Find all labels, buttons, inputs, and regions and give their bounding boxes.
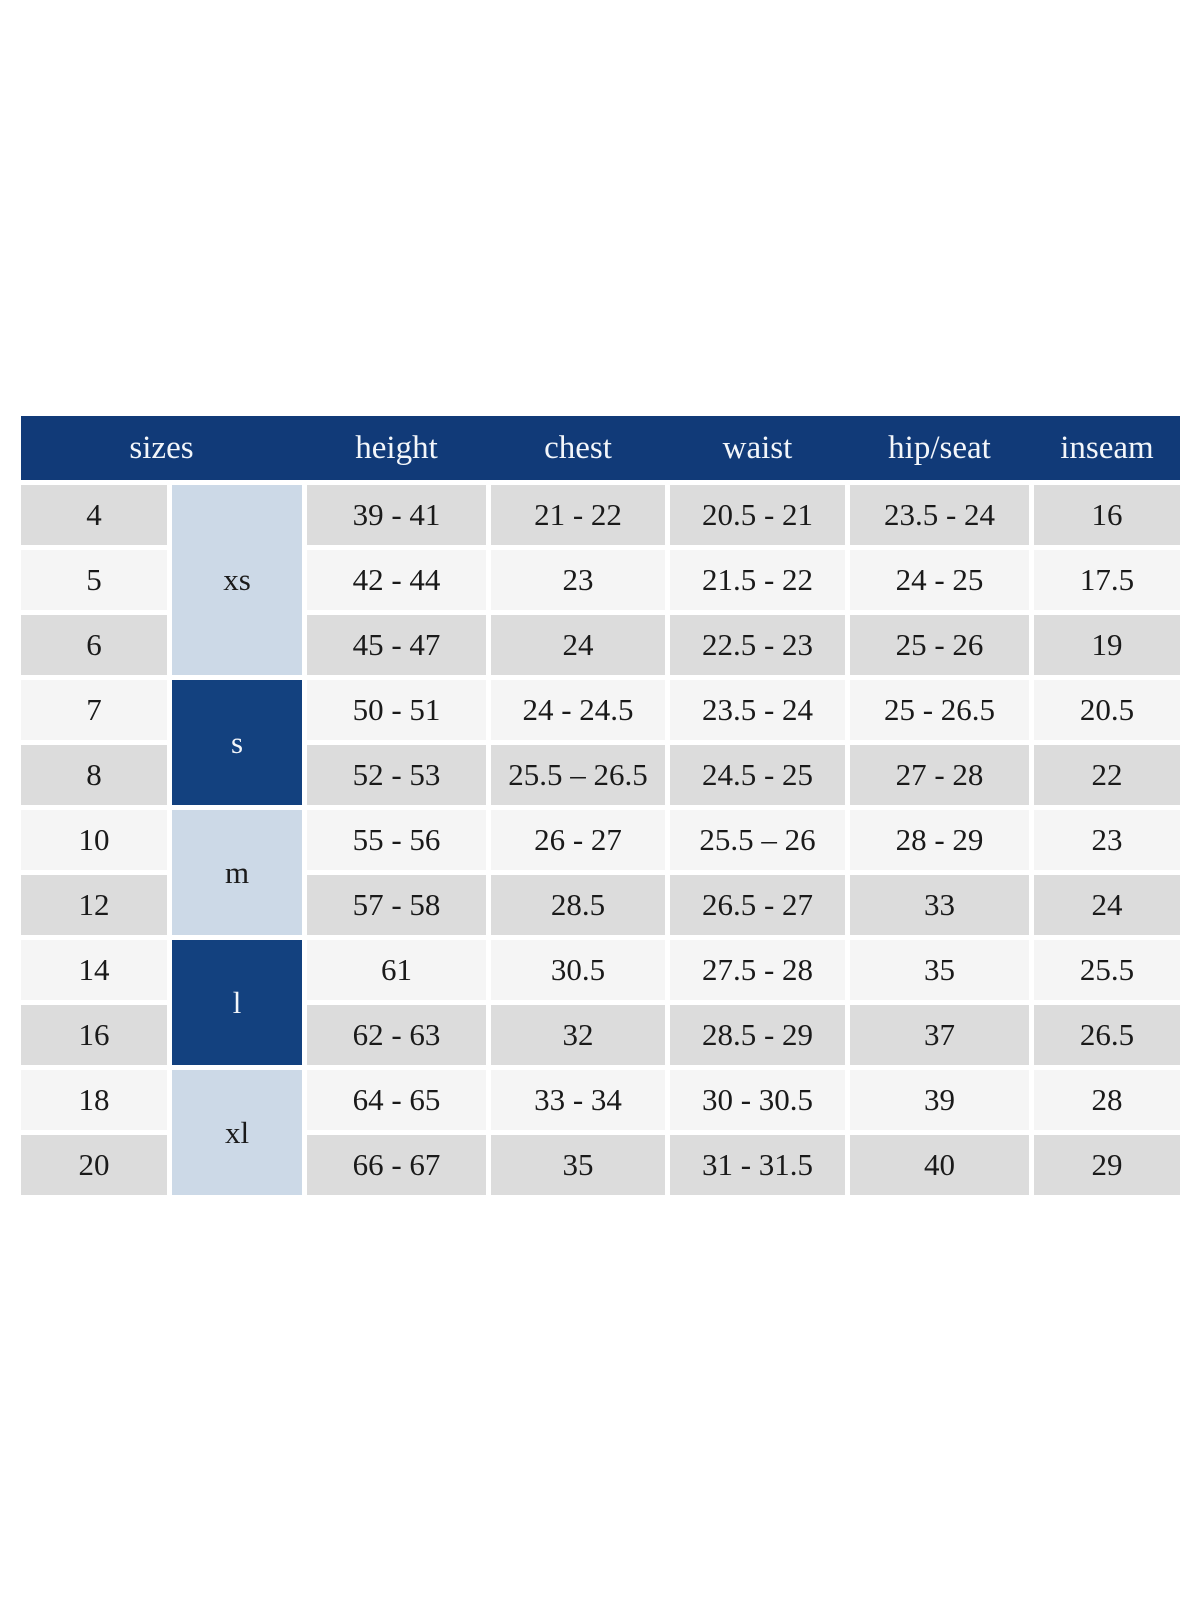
size-row-10: 10 m 55 - 56 26 - 27 25.5 – 26 28 - 29 2… bbox=[21, 810, 1180, 935]
column-header-height: height bbox=[307, 416, 486, 480]
inseam-cell: 28 bbox=[1034, 1070, 1180, 1130]
inseam-cell: 25.5 bbox=[1034, 940, 1180, 1000]
size-cell: 20 bbox=[21, 1135, 167, 1195]
size-cell: 18 bbox=[21, 1070, 167, 1130]
waist-cell: 28.5 - 29 bbox=[670, 1005, 845, 1065]
hip-seat-cell: 35 bbox=[850, 940, 1029, 1000]
size-group-cell-xl: xl bbox=[172, 1070, 302, 1195]
size-group-cell-l: l bbox=[172, 940, 302, 1065]
inseam-cell: 22 bbox=[1034, 745, 1180, 805]
hip-seat-cell: 23.5 - 24 bbox=[850, 485, 1029, 545]
chest-cell: 21 - 22 bbox=[491, 485, 665, 545]
size-row-20: 20 66 - 67 35 31 - 31.5 40 29 bbox=[21, 1135, 1180, 1195]
waist-cell: 20.5 - 21 bbox=[670, 485, 845, 545]
size-row-5: 5 42 - 44 23 21.5 - 22 24 - 25 17.5 bbox=[21, 550, 1180, 610]
size-row-18: 18 xl 64 - 65 33 - 34 30 - 30.5 39 28 bbox=[21, 1070, 1180, 1195]
column-header-hip-seat: hip/seat bbox=[850, 416, 1029, 480]
inseam-cell: 29 bbox=[1034, 1135, 1180, 1195]
waist-cell: 23.5 - 24 bbox=[670, 680, 845, 740]
inseam-cell: 19 bbox=[1034, 615, 1180, 675]
size-row-7: 7 s 50 - 51 24 - 24.5 23.5 - 24 25 - 26.… bbox=[21, 680, 1180, 805]
size-cell: 10 bbox=[21, 810, 167, 870]
inseam-cell: 23 bbox=[1034, 810, 1180, 870]
inseam-cell: 17.5 bbox=[1034, 550, 1180, 610]
hip-seat-cell: 24 - 25 bbox=[850, 550, 1029, 610]
chest-cell: 35 bbox=[491, 1135, 665, 1195]
size-cell: 5 bbox=[21, 550, 167, 610]
size-row-8: 8 52 - 53 25.5 – 26.5 24.5 - 25 27 - 28 … bbox=[21, 745, 1180, 805]
waist-cell: 25.5 – 26 bbox=[670, 810, 845, 870]
size-chart-table: sizes height chest waist hip/seat inseam… bbox=[16, 411, 1185, 1200]
size-row-16: 16 62 - 63 32 28.5 - 29 37 26.5 bbox=[21, 1005, 1180, 1065]
inseam-cell: 26.5 bbox=[1034, 1005, 1180, 1065]
height-cell: 66 - 67 bbox=[307, 1135, 486, 1195]
waist-cell: 31 - 31.5 bbox=[670, 1135, 845, 1195]
height-cell: 61 bbox=[307, 940, 486, 1000]
header-row: sizes height chest waist hip/seat inseam bbox=[21, 416, 1180, 480]
size-cell: 6 bbox=[21, 615, 167, 675]
chest-cell: 24 bbox=[491, 615, 665, 675]
size-group-cell-m: m bbox=[172, 810, 302, 935]
chest-cell: 23 bbox=[491, 550, 665, 610]
waist-cell: 27.5 - 28 bbox=[670, 940, 845, 1000]
chest-cell: 32 bbox=[491, 1005, 665, 1065]
hip-seat-cell: 27 - 28 bbox=[850, 745, 1029, 805]
waist-cell: 24.5 - 25 bbox=[670, 745, 845, 805]
hip-seat-cell: 40 bbox=[850, 1135, 1029, 1195]
inseam-cell: 24 bbox=[1034, 875, 1180, 935]
waist-cell: 30 - 30.5 bbox=[670, 1070, 845, 1130]
height-cell: 55 - 56 bbox=[307, 810, 486, 870]
size-cell: 8 bbox=[21, 745, 167, 805]
chest-cell: 26 - 27 bbox=[491, 810, 665, 870]
waist-cell: 26.5 - 27 bbox=[670, 875, 845, 935]
chest-cell: 28.5 bbox=[491, 875, 665, 935]
size-row-12: 12 57 - 58 28.5 26.5 - 27 33 24 bbox=[21, 875, 1180, 935]
height-cell: 50 - 51 bbox=[307, 680, 486, 740]
column-header-sizes: sizes bbox=[21, 416, 302, 480]
size-cell: 12 bbox=[21, 875, 167, 935]
inseam-cell: 16 bbox=[1034, 485, 1180, 545]
height-cell: 42 - 44 bbox=[307, 550, 486, 610]
inseam-cell: 20.5 bbox=[1034, 680, 1180, 740]
size-group-cell-xs: xs bbox=[172, 485, 302, 675]
chest-cell: 33 - 34 bbox=[491, 1070, 665, 1130]
size-cell: 7 bbox=[21, 680, 167, 740]
height-cell: 64 - 65 bbox=[307, 1070, 486, 1130]
size-cell: 4 bbox=[21, 485, 167, 545]
hip-seat-cell: 33 bbox=[850, 875, 1029, 935]
hip-seat-cell: 28 - 29 bbox=[850, 810, 1029, 870]
size-row-6: 6 45 - 47 24 22.5 - 23 25 - 26 19 bbox=[21, 615, 1180, 675]
column-header-chest: chest bbox=[491, 416, 665, 480]
size-row-14: 14 l 61 30.5 27.5 - 28 35 25.5 bbox=[21, 940, 1180, 1065]
waist-cell: 22.5 - 23 bbox=[670, 615, 845, 675]
hip-seat-cell: 37 bbox=[850, 1005, 1029, 1065]
hip-seat-cell: 39 bbox=[850, 1070, 1029, 1130]
size-cell: 14 bbox=[21, 940, 167, 1000]
height-cell: 57 - 58 bbox=[307, 875, 486, 935]
size-cell: 16 bbox=[21, 1005, 167, 1065]
column-header-waist: waist bbox=[670, 416, 845, 480]
chest-cell: 24 - 24.5 bbox=[491, 680, 665, 740]
chest-cell: 30.5 bbox=[491, 940, 665, 1000]
height-cell: 39 - 41 bbox=[307, 485, 486, 545]
height-cell: 52 - 53 bbox=[307, 745, 486, 805]
height-cell: 45 - 47 bbox=[307, 615, 486, 675]
height-cell: 62 - 63 bbox=[307, 1005, 486, 1065]
chest-cell: 25.5 – 26.5 bbox=[491, 745, 665, 805]
hip-seat-cell: 25 - 26 bbox=[850, 615, 1029, 675]
size-group-cell-s: s bbox=[172, 680, 302, 805]
waist-cell: 21.5 - 22 bbox=[670, 550, 845, 610]
column-header-inseam: inseam bbox=[1034, 416, 1180, 480]
size-row-4: 4 xs 39 - 41 21 - 22 20.5 - 21 23.5 - 24… bbox=[21, 485, 1180, 675]
hip-seat-cell: 25 - 26.5 bbox=[850, 680, 1029, 740]
size-chart: sizes height chest waist hip/seat inseam… bbox=[16, 411, 1185, 1200]
